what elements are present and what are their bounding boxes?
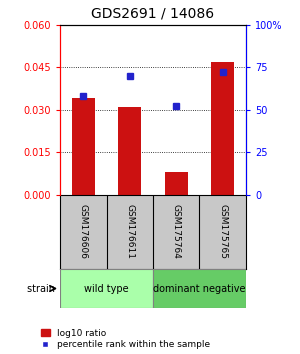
Bar — [118, 107, 141, 195]
Bar — [72, 98, 95, 195]
Text: dominant negative: dominant negative — [153, 284, 246, 293]
Text: GSM175765: GSM175765 — [218, 204, 227, 259]
Bar — [211, 62, 234, 195]
Title: GDS2691 / 14086: GDS2691 / 14086 — [92, 7, 214, 21]
Bar — [60, 269, 153, 308]
Legend: log10 ratio, percentile rank within the sample: log10 ratio, percentile rank within the … — [40, 329, 210, 349]
Text: strain: strain — [27, 284, 58, 293]
Text: GSM176606: GSM176606 — [79, 204, 88, 259]
Bar — [153, 269, 246, 308]
Text: GSM176611: GSM176611 — [125, 204, 134, 259]
Bar — [165, 172, 188, 195]
Text: wild type: wild type — [84, 284, 129, 293]
Text: GSM175764: GSM175764 — [172, 204, 181, 259]
